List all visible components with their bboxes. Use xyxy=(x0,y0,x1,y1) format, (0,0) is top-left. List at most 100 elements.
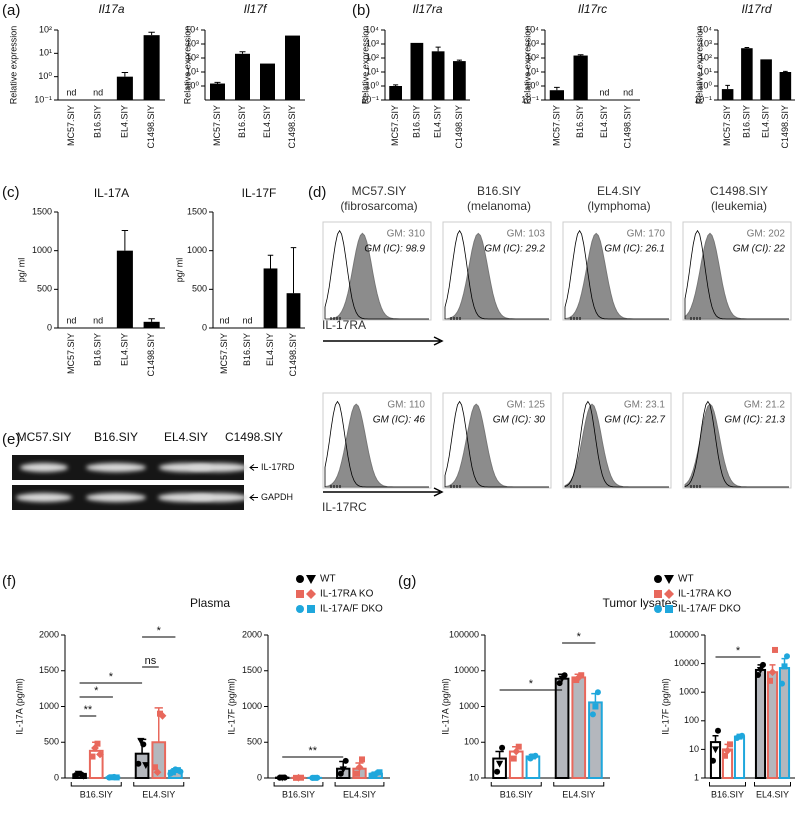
bar xyxy=(410,42,424,100)
blot-band xyxy=(20,463,68,472)
bar xyxy=(573,55,588,100)
axis-arrow xyxy=(323,487,444,497)
band-label: GAPDH xyxy=(261,492,293,502)
x-tick-label: EL4.SIY xyxy=(265,333,275,366)
y-tick-label: 1 xyxy=(694,772,699,782)
data-point xyxy=(152,764,158,771)
y-axis-label: Relative expression xyxy=(360,26,370,105)
x-tick-label: EL4.SIY xyxy=(433,105,443,138)
bar xyxy=(286,293,301,328)
row-label: IL-17RA xyxy=(322,318,366,332)
y-tick-label: 10⁻¹ xyxy=(694,94,712,104)
data-point xyxy=(177,768,184,775)
column-header: B16.SIY xyxy=(477,184,521,198)
y-tick-label: 10⁴ xyxy=(185,24,199,34)
data-point xyxy=(556,680,563,687)
y-axis-label: pg/ ml xyxy=(16,258,26,283)
lane-label: MC57.SIY xyxy=(17,430,72,444)
bar xyxy=(285,35,300,100)
blot-band xyxy=(188,463,248,472)
x-tick-label: MC57.SIY xyxy=(212,105,222,146)
x-tick-label: MC57.SIY xyxy=(219,333,229,374)
x-tick-label: EL4.SIY xyxy=(119,333,129,366)
category-bracket xyxy=(334,782,385,787)
legend-marker xyxy=(306,589,316,599)
blot-band xyxy=(188,493,248,502)
chart-title: Il17a xyxy=(98,2,124,16)
gm-value: GM: 23.1 xyxy=(624,400,666,411)
y-tick-label: 10³ xyxy=(699,38,712,48)
x-tick-label: EL4.SIY xyxy=(343,789,376,799)
legend-marker xyxy=(665,605,673,613)
legend-marker xyxy=(307,605,315,613)
gm-ic-value: GM (IC): 46 xyxy=(373,415,426,426)
data-point xyxy=(158,711,167,720)
blot-band xyxy=(16,493,72,502)
isotype-histogram xyxy=(444,400,549,488)
data-point xyxy=(723,746,732,755)
category-bracket xyxy=(490,782,542,787)
data-point xyxy=(494,768,501,775)
data-point xyxy=(594,689,601,696)
lane-label: B16.SIY xyxy=(94,430,138,444)
bar xyxy=(760,59,772,100)
data-point xyxy=(515,743,522,750)
x-tick-label: EL4.SIY xyxy=(761,105,771,138)
legend-label: WT xyxy=(320,574,336,585)
y-tick-label: 10¹ xyxy=(186,66,199,76)
data-point xyxy=(779,680,785,687)
y-axis-label: Relative expression xyxy=(522,26,532,105)
x-tick-label: EL4.SIY xyxy=(119,105,129,138)
y-axis-label: IL-17F (pg/ml) xyxy=(226,678,236,735)
error-bar xyxy=(214,81,221,84)
data-point xyxy=(510,755,517,762)
data-point xyxy=(113,774,120,781)
y-tick-label: 500 xyxy=(37,284,52,294)
blot-band xyxy=(86,463,146,472)
y-tick-label: 1500 xyxy=(187,206,207,216)
data-point xyxy=(784,653,790,660)
error-bar xyxy=(456,59,462,62)
gm-ic-value: GM (IC): 30 xyxy=(493,415,546,426)
legend-marker xyxy=(654,605,662,613)
gm-value: GM: 310 xyxy=(387,229,426,240)
x-tick-label: MC57.SIY xyxy=(66,333,76,374)
y-tick-label: 1500 xyxy=(32,206,52,216)
y-tick-label: 0 xyxy=(257,772,262,782)
y-tick-label: 10⁻¹ xyxy=(521,94,539,104)
x-tick-label: C1498.SIY xyxy=(287,105,297,149)
data-point xyxy=(710,757,716,764)
x-tick-label: B16.SIY xyxy=(411,105,421,138)
y-tick-label: 10⁰ xyxy=(525,80,539,90)
y-tick-label: 10² xyxy=(526,52,539,62)
value-label: nd xyxy=(93,87,103,97)
column-subheader: (fibrosarcoma) xyxy=(340,199,417,213)
gm-value: GM: 202 xyxy=(747,229,786,240)
legend-marker xyxy=(664,575,674,584)
y-tick-label: 100000 xyxy=(449,629,479,639)
y-tick-label: 2000 xyxy=(39,629,59,639)
error-bar xyxy=(783,70,788,72)
y-tick-label: 0 xyxy=(54,772,59,782)
significance-label: * xyxy=(157,625,162,637)
legend-marker xyxy=(296,590,304,598)
column-header: MC57.SIY xyxy=(352,184,407,198)
gm-value: GM: 110 xyxy=(387,400,425,411)
axis-arrow xyxy=(323,336,444,346)
x-tick-label: MC57.SIY xyxy=(722,105,732,146)
y-tick-label: 10² xyxy=(366,52,379,62)
data-point xyxy=(589,711,596,718)
y-tick-label: 100 xyxy=(684,715,699,725)
panel-label: (e) xyxy=(2,431,20,448)
data-point xyxy=(298,774,304,781)
isotype-histogram xyxy=(684,229,789,320)
value-label: nd xyxy=(623,87,633,97)
x-tick-label: EL4.SIY xyxy=(262,105,272,138)
bar xyxy=(210,83,225,100)
data-point xyxy=(314,774,321,781)
data-point xyxy=(578,672,585,679)
value-label: nd xyxy=(242,315,252,325)
panel-label: (b) xyxy=(352,2,370,19)
error-bar xyxy=(495,750,504,759)
category-bracket xyxy=(70,782,122,787)
